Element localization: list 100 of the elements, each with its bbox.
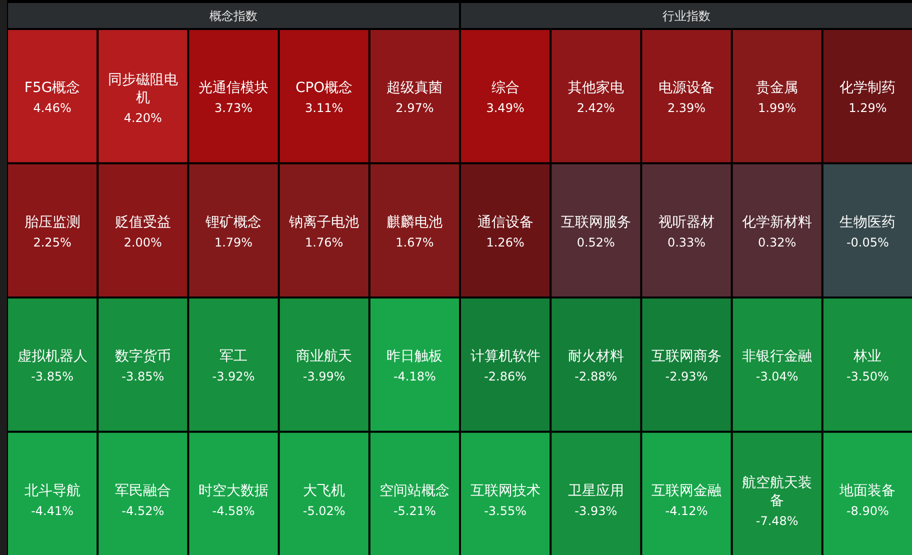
data-label: -3.85% (122, 370, 164, 384)
cell: 胎压监测 2.25% (8, 164, 97, 296)
category-label: 麒麟电池 (386, 214, 443, 230)
data-label: -4.12% (665, 504, 708, 518)
data-label: 1.67% (396, 235, 434, 250)
category-label: 互联网技术 (470, 482, 540, 499)
data-label: -0.05% (846, 235, 889, 250)
cell: 麒麟电池 1.67% (370, 164, 459, 296)
cell: 互联网技术 -3.55% (461, 432, 550, 555)
category-label: 互联网商务 (652, 348, 722, 365)
data-label: -3.04% (756, 370, 798, 384)
data-label: -3.85% (31, 370, 74, 384)
cell: 昨日触板 -4.18% (370, 298, 459, 431)
category-label: 综合 (491, 80, 520, 96)
category-label: 互联网服务 (560, 214, 631, 230)
category-label: 生物医药 (840, 214, 896, 230)
data-label: 2.97% (396, 101, 434, 116)
category-label: 地面装备 (838, 482, 896, 499)
cell: 电源设备 2.39% (642, 30, 731, 162)
data-label: 3.73% (214, 101, 253, 116)
category-label: 光通信模块 (198, 80, 268, 96)
data-label: -5.02% (302, 504, 346, 518)
cell: CPO概念 3.11% (280, 30, 368, 162)
data-label: 4.20% (124, 111, 162, 126)
cell: 商业航天 -3.99% (280, 298, 368, 431)
cell: 时空大数据 -4.58% (189, 432, 278, 555)
category-label: 军工 (220, 348, 248, 365)
cell: 非银行金融 -3.04% (732, 298, 822, 431)
data-label: 0.32% (758, 235, 796, 250)
data-label: 0.33% (667, 235, 706, 250)
cell: 林业 -3.50% (823, 298, 912, 431)
cell: 数字货币 -3.85% (98, 298, 188, 431)
category-label: 昨日触板 (386, 348, 443, 365)
category-label: 虚拟机器人 (17, 348, 88, 365)
cell: 空间站概念 -5.21% (370, 432, 459, 555)
cell: 互联网商务 -2.93% (642, 298, 731, 431)
cell: 综合 3.49% (461, 30, 550, 162)
cell: 贬值受益 2.00% (98, 164, 188, 296)
cell: 虚拟机器人 -3.85% (8, 298, 97, 431)
data-label: 1.79% (214, 235, 253, 250)
category-label: 钠离子电池 (288, 214, 360, 230)
cell: 卫星应用 -3.93% (552, 432, 640, 555)
data-label: -3.99% (302, 370, 346, 384)
data-label: 2.00% (124, 235, 162, 250)
data-label: -4.58% (212, 504, 255, 518)
data-label: 1.29% (848, 101, 887, 116)
category-label: 航空航天装备 (742, 474, 812, 509)
category-label: 同步磁阻电机 (108, 72, 178, 106)
cell: 锂矿概念 1.79% (189, 164, 278, 296)
category-label: 卫星应用 (568, 482, 624, 499)
cell: F5G概念 4.46% (8, 30, 97, 162)
data-label: 2.25% (33, 235, 72, 250)
cell: 军工 -3.92% (189, 298, 278, 431)
category-label: 贵金属 (756, 80, 798, 96)
data-label: -4.18% (393, 370, 436, 384)
data-label: 2.39% (667, 101, 706, 116)
category-label: 锂矿概念 (204, 214, 262, 230)
cell: 航空航天装备 -7.48% (732, 432, 822, 555)
cell: 通信设备 1.26% (461, 164, 550, 296)
data-label: -4.52% (122, 504, 164, 518)
text: 概念指数 (210, 9, 258, 23)
cell: 超级真菌 2.97% (370, 30, 459, 162)
category-label: F5G概念 (24, 80, 80, 96)
category-label: 贬值受益 (114, 214, 171, 230)
category-label: 计算机软件 (470, 348, 540, 365)
category-label: CPO概念 (295, 80, 353, 96)
category-label: 超级真菌 (386, 80, 443, 96)
cell: 光通信模块 3.73% (189, 30, 278, 162)
cell: 地面装备 -8.90% (823, 432, 912, 555)
cell: 耐火材料 -2.88% (552, 298, 640, 431)
cell: 化学制药 1.29% (823, 30, 912, 162)
cell: 视听器材 0.33% (642, 164, 731, 296)
category-label: 数字货币 (114, 348, 171, 365)
cell: 互联网金融 -4.12% (642, 432, 731, 555)
category-label: 大飞机 (303, 482, 346, 499)
category-label: 电源设备 (658, 80, 714, 96)
cell: 生物医药 -0.05% (823, 164, 912, 296)
data-label: 3.49% (486, 101, 524, 116)
data-label: 0.52% (576, 235, 615, 250)
category-label: 耐火材料 (568, 348, 624, 365)
data-label: 1.99% (758, 101, 796, 116)
data-label: -2.86% (484, 370, 527, 384)
category-label: 互联网金融 (652, 482, 722, 499)
cell: 其他家电 2.42% (552, 30, 640, 162)
cell: 计算机软件 -2.86% (461, 298, 550, 431)
data-label: 3.11% (305, 101, 344, 116)
data-label: -7.48% (756, 514, 798, 528)
data-label: -8.90% (846, 504, 889, 518)
category-label: 非银行金融 (742, 348, 812, 365)
category-label: 时空大数据 (198, 482, 268, 499)
data-label: -2.88% (574, 370, 618, 384)
category-label: 化学制药 (840, 80, 896, 96)
category-label: 空间站概念 (380, 482, 450, 499)
category-label: 商业航天 (296, 348, 352, 365)
data-label: -3.93% (574, 504, 618, 518)
data-label: -2.93% (665, 370, 708, 384)
data-label: 1.26% (486, 235, 524, 250)
cell: 化学新材料 0.32% (732, 164, 822, 296)
data-label: -3.50% (846, 370, 889, 384)
cell: 贵金属 1.99% (732, 30, 822, 162)
